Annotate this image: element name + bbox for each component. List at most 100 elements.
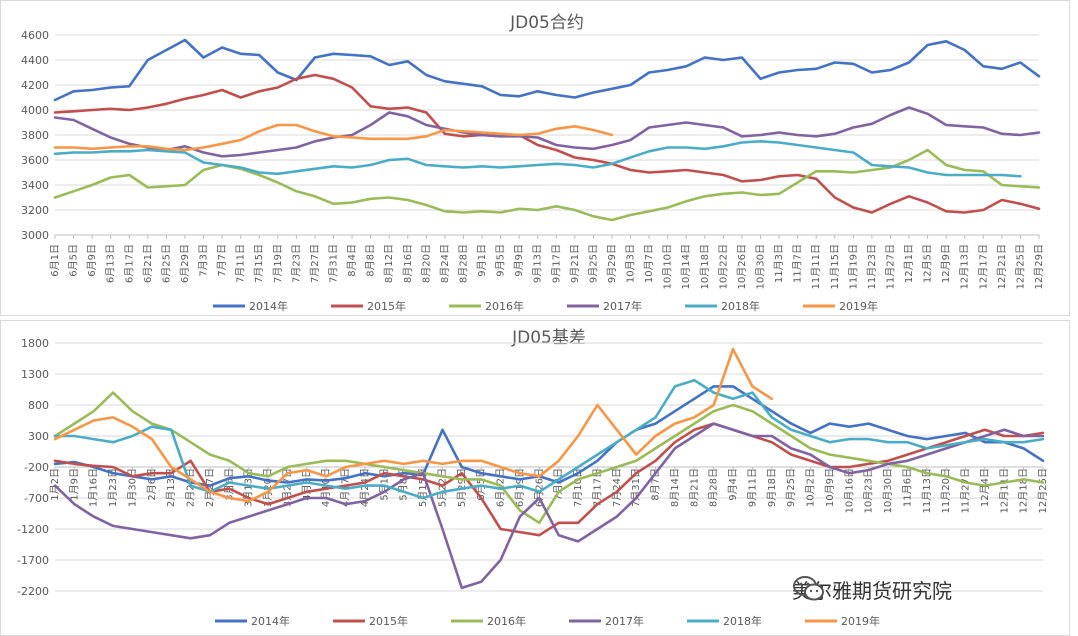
chart-title: JD05基差: [511, 328, 586, 348]
series-line-2019年: [53, 123, 614, 152]
x-tick-label: 3月6日: [223, 468, 235, 501]
x-tick-label: 10月30日: [882, 468, 894, 513]
x-tick-label: 10月18日: [699, 244, 711, 289]
x-tick-label: 11月27日: [884, 244, 896, 289]
x-tick-label: 12月17日: [977, 244, 989, 289]
x-tick-label: 7月7日: [216, 244, 228, 277]
x-tick-label: 8月28日: [708, 468, 720, 507]
y-tick-label: 800: [28, 399, 49, 412]
legend-label: 2014年: [249, 299, 288, 313]
x-tick-label: 6月29日: [179, 244, 191, 283]
x-tick-label: 7月27日: [309, 244, 321, 283]
x-tick-label: 11月6日: [901, 468, 913, 507]
x-tick-label: 9月21日: [569, 244, 581, 283]
x-tick-label: 8月28日: [457, 244, 469, 283]
series-line-2019年: [53, 347, 774, 503]
x-tick-label: 7月24日: [611, 468, 623, 507]
x-tick-label: 12月25日: [1014, 244, 1026, 289]
series-line-2018年: [53, 378, 1045, 500]
y-tick-label: 3400: [21, 179, 49, 192]
legend-label: 2018年: [723, 614, 762, 628]
x-tick-label: 12月25日: [1037, 468, 1049, 513]
y-tick-label: 4000: [21, 104, 49, 117]
series-line-2014年: [53, 38, 1041, 102]
x-tick-label: 11月13日: [921, 468, 933, 513]
x-tick-label: 6月13日: [105, 244, 117, 283]
wechat-icon: [793, 576, 824, 601]
legend-label: 2016年: [485, 299, 524, 313]
x-tick-label: 12月4日: [979, 468, 991, 507]
series-line-2014年: [53, 385, 1045, 487]
x-tick-label: 10月23日: [863, 468, 875, 513]
x-tick-label: 10月22日: [717, 244, 729, 289]
x-tick-label: 10月14日: [680, 244, 692, 289]
x-tick-label: 7月31日: [327, 244, 339, 283]
x-tick-label: 11月19日: [847, 244, 859, 289]
legend-label: 2019年: [841, 614, 880, 628]
x-tick-label: 11月7日: [792, 244, 804, 283]
contract-price-chart: JD05合约 3000 3200 3400 3600 3800 4000 4200 4400 46…: [21, 13, 1045, 313]
x-tick-label: 12月1日: [903, 244, 915, 283]
x-tick-label: 10月2日: [805, 468, 817, 507]
legend-label: 2018年: [721, 299, 760, 313]
legend-label: 2017年: [605, 614, 644, 628]
series-line-2015年: [53, 73, 1041, 214]
x-tick-label: 9月4日: [727, 468, 739, 501]
x-tick-label: 9月1日: [476, 244, 488, 277]
x-tick-label: 9月13日: [532, 244, 544, 283]
x-tick-label: 9月25日: [587, 244, 599, 283]
y-tick-label: -700: [24, 492, 49, 505]
chart-title: JD05合约: [509, 13, 584, 33]
x-tick-label: 7月19日: [272, 244, 284, 283]
y-tick-label: 4400: [21, 54, 49, 67]
chart-panel-contract: JD05合约 3000 3200 3400 3600 3800 4000 4200 4400 46…: [0, 0, 1070, 316]
x-tick-label: 8月8日: [365, 244, 377, 277]
x-tick-label: 10月9日: [824, 468, 836, 507]
x-tick-label: 12月11日: [998, 468, 1010, 513]
y-tick-label: -1200: [17, 523, 49, 536]
x-tick-label: 1月16日: [88, 468, 100, 507]
x-tick-label: 10月10日: [662, 244, 674, 289]
x-tick-label: 10月30日: [755, 244, 767, 289]
x-tick-label: 12月29日: [1033, 244, 1045, 289]
series-line-2016年: [53, 391, 1045, 525]
x-tick-label: 7月3日: [553, 468, 565, 501]
x-tick-label: 2月6日: [146, 468, 158, 501]
x-tick-label: 10月26日: [736, 244, 748, 289]
x-tick-label: 6月25日: [160, 244, 172, 283]
x-tick-label: 9月18日: [766, 468, 778, 507]
x-tick-label: 7月3日: [198, 244, 210, 277]
x-tick-label: 12月13日: [959, 244, 971, 289]
x-tick-label: 10月3日: [625, 244, 637, 283]
x-tick-label: 6月5日: [68, 244, 80, 277]
series-line-2017年: [53, 106, 1041, 158]
x-tick-label: 6月9日: [86, 244, 98, 277]
x-tick-label: 9月29日: [606, 244, 618, 283]
x-tick-label: 6月1日: [49, 244, 61, 277]
x-tick-label: 11月27日: [960, 468, 972, 513]
x-tick-label: 11月15日: [829, 244, 841, 289]
x-tick-label: 11月3日: [773, 244, 785, 283]
x-tick-label: 12月21日: [996, 244, 1008, 289]
x-tick-label: 7月23日: [290, 244, 302, 283]
x-tick-label: 9月17日: [550, 244, 562, 283]
x-tick-label: 8月24日: [439, 244, 451, 283]
x-tick-label: 2月27日: [204, 468, 216, 507]
y-tick-label: 1300: [21, 368, 49, 381]
series-line-2017年: [53, 422, 1045, 590]
legend-label: 2015年: [367, 299, 406, 313]
basis-chart: JD05基差 -2200 -1700 -1200 -700 -200 300 800 1300 1…: [17, 328, 1049, 628]
x-tick-label: 11月11日: [810, 244, 822, 289]
y-tick-label: -200: [24, 461, 49, 474]
x-tick-label: 6月17日: [123, 244, 135, 283]
x-tick-label: 8月21日: [688, 468, 700, 507]
watermark: 美尔雅期货研究院: [792, 574, 952, 604]
x-tick-label: 9月11日: [746, 468, 758, 507]
legend-label: 2019年: [839, 299, 878, 313]
x-tick-label: 1月23日: [107, 468, 119, 507]
y-tick-label: 1800: [21, 337, 49, 350]
x-tick-label: 9月5日: [495, 244, 507, 277]
y-tick-label: 3600: [21, 154, 49, 167]
y-tick-label: 4200: [21, 79, 49, 92]
x-tick-label: 4月24日: [359, 468, 371, 507]
